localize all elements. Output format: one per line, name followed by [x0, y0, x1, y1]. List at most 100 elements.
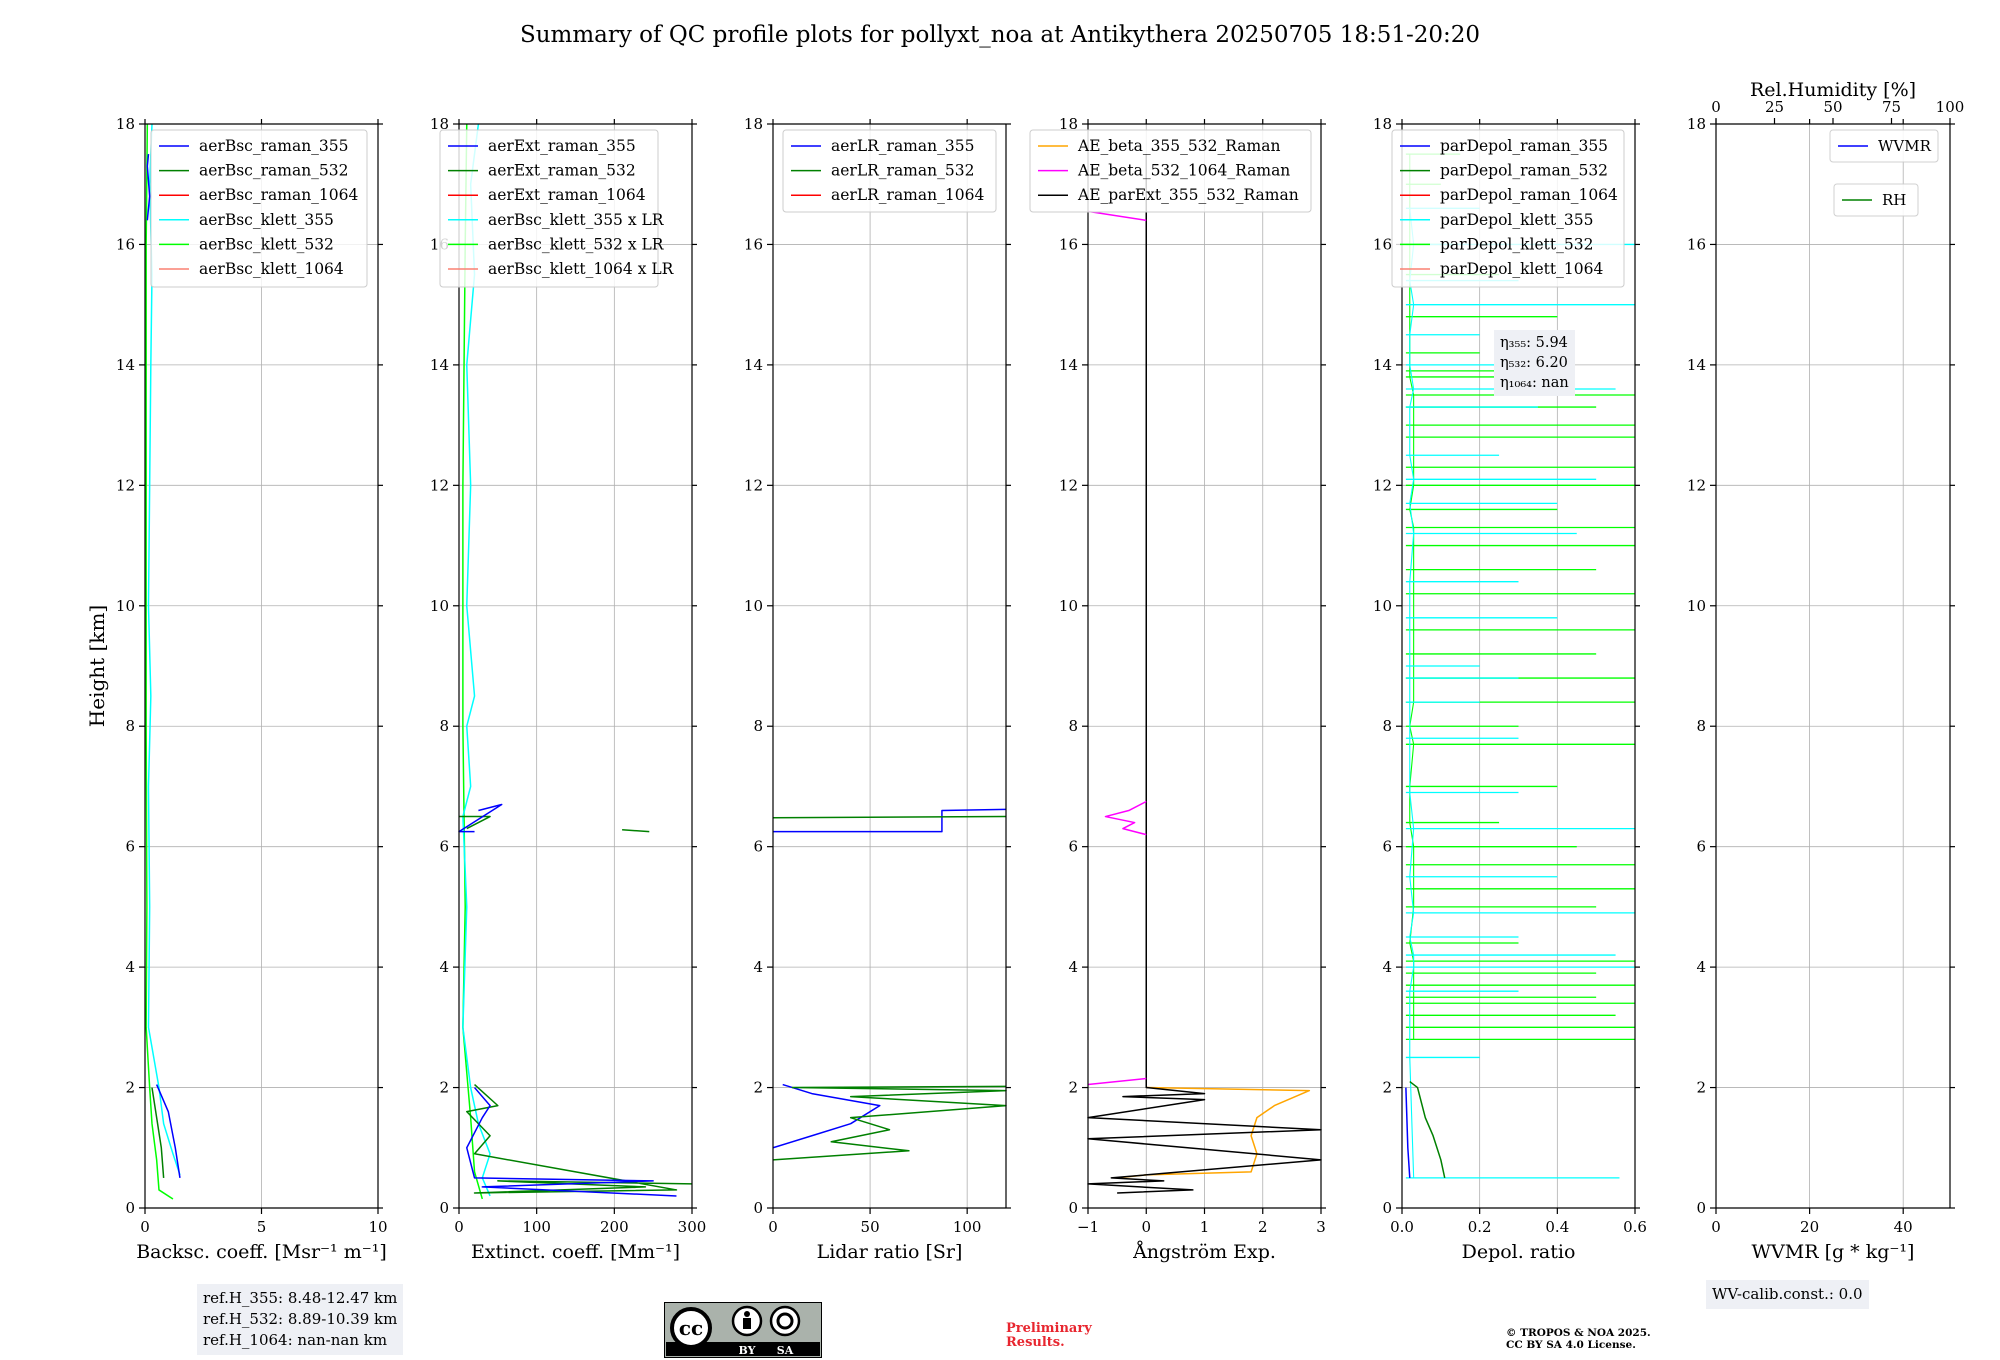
legend-label: AE_beta_532_1064_Raman	[1077, 162, 1290, 180]
cc-by-sa-license-badge[interactable]: cc BY SA	[664, 1302, 822, 1358]
y-tick-label: 2	[1068, 1079, 1078, 1097]
legend-label: aerBsc_klett_355 x LR	[488, 211, 665, 229]
x-tick-label: 10	[368, 1218, 387, 1236]
y-tick-label: 2	[1382, 1079, 1392, 1097]
data-line-cyan	[1409, 208, 1415, 1178]
data-series-aerext-raman-532	[466, 1083, 693, 1194]
panel-depol: 0 2 4 6 8 10 12 14 16 18 0.0 0.2 0.4 0.6 Depol. ratio p…	[1373, 115, 1647, 1263]
y-tick-label: 10	[1687, 597, 1706, 615]
y-tick-label: 14	[1059, 356, 1078, 374]
x-tick-label: 20	[1800, 1218, 1819, 1236]
data-series-aerlr-raman-355-6km	[773, 808, 1007, 833]
eta-532: η₅₃₂: 6.20	[1500, 355, 1568, 371]
x-tick-label: 50	[861, 1218, 880, 1236]
legend-label: parDepol_raman_532	[1440, 162, 1608, 180]
x-axis-label: Backsc. coeff. [Msr⁻¹ m⁻¹]	[136, 1241, 387, 1263]
y-tick-label: 8	[1382, 717, 1392, 735]
x-tick-label: 3	[1316, 1218, 1326, 1236]
legend-ext: aerExt_raman_355 aerExt_raman_532 aerExt_r…	[439, 129, 675, 288]
y-tick-label: 12	[1059, 476, 1078, 494]
top-x-tick-label: 100	[1936, 98, 1965, 116]
y-tick-label: 0	[1696, 1199, 1706, 1217]
legend-label: aerBsc_raman_532	[199, 162, 349, 180]
legend-label: aerExt_raman_355	[488, 137, 636, 155]
y-tick-label: 2	[1696, 1079, 1706, 1097]
copyright-note: © TROPOS & NOA 2025. CC BY SA 4.0 Licens…	[1506, 1327, 1651, 1351]
data-series-aerbsc-raman-355	[155, 1084, 181, 1179]
ref-height-532: ref.H_532: 8.89-10.39 km	[203, 1310, 398, 1328]
y-tick-label: 4	[1068, 958, 1078, 976]
wv-calibration-box: WV-calib.const.: 0.0	[1706, 1280, 1869, 1309]
x-tick-label: 100	[953, 1218, 982, 1236]
sa-share-icon	[769, 1305, 801, 1337]
by-person-head	[744, 1311, 750, 1317]
y-tick-label: 8	[125, 717, 135, 735]
x-axis-label: Extinct. coeff. [Mm⁻¹]	[471, 1241, 680, 1263]
data-series-ae-beta-532-1064-raman-16km	[1087, 210, 1147, 222]
y-tick-label: 0	[753, 1199, 763, 1217]
y-tick-label: 14	[744, 356, 763, 374]
y-tick-label: 4	[1382, 958, 1392, 976]
y-tick-label: 4	[1696, 958, 1706, 976]
x-tick-label: 100	[522, 1218, 551, 1236]
y-tick-label: 6	[1382, 838, 1392, 856]
legend-label: aerExt_raman_532	[488, 162, 636, 180]
preliminary-note: Preliminary Results.	[1006, 1322, 1092, 1350]
y-tick-label: 4	[753, 958, 763, 976]
y-tick-label: 12	[1373, 476, 1392, 494]
y-tick-label: 8	[1068, 717, 1078, 735]
data-series-aerlr-raman-532	[772, 1085, 1007, 1161]
legend-label: aerBsc_klett_355	[199, 211, 334, 229]
legend-label: AE_parExt_355_532_Raman	[1077, 186, 1299, 204]
y-tick-label: 14	[430, 356, 449, 374]
top-x-tick-label: 0	[1711, 98, 1721, 116]
eta-info-box: η₃₅₅: 5.94 η₅₃₂: 6.20 η₁₀₆₄: nan	[1494, 330, 1575, 396]
legend-label: parDepol_klett_1064	[1440, 260, 1603, 278]
copyright-line-2: CC BY SA 4.0 License.	[1506, 1339, 1636, 1351]
y-tick-label: 2	[753, 1079, 763, 1097]
y-tick-label: 2	[439, 1079, 449, 1097]
x-axis-label: Lidar ratio [Sr]	[817, 1241, 963, 1263]
data-series-ae-beta-532-1064-raman	[1087, 1077, 1147, 1086]
legend-box	[1833, 183, 1919, 217]
ref-height-355: ref.H_355: 8.48-12.47 km	[203, 1289, 398, 1307]
y-tick-label: 2	[125, 1079, 135, 1097]
legend-label: aerBsc_klett_532 x LR	[488, 235, 665, 253]
legend-label: aerBsc_raman_355	[199, 137, 349, 155]
legend-box	[1391, 129, 1625, 288]
x-tick-label: 300	[678, 1218, 707, 1236]
legend-label: WVMR	[1878, 137, 1932, 155]
x-tick-label: 0.6	[1623, 1218, 1647, 1236]
y-tick-label: 14	[116, 356, 135, 374]
y-tick-label: 10	[744, 597, 763, 615]
y-tick-label: 16	[1687, 235, 1706, 253]
y-axis-label: Height [km]	[85, 605, 109, 727]
legend-label: RH	[1882, 191, 1906, 209]
data-series-aerbsc-klett-532-x-lr	[462, 123, 484, 1200]
panel-lr: 0 2 4 6 8 10 12 14 16 18 0 50 100 Lidar ratio [Sr] aer…	[744, 115, 1011, 1263]
y-tick-label: 6	[125, 838, 135, 856]
x-tick-label: 0.4	[1545, 1218, 1569, 1236]
data-series-aerext-raman-532-6km-b	[622, 829, 650, 833]
y-tick-label: 16	[744, 235, 763, 253]
data-series-aerbsc-raman-532	[151, 1087, 165, 1178]
y-tick-label: 18	[1059, 115, 1078, 133]
legend-label: aerBsc_klett_1064	[199, 260, 344, 278]
x-axis-label: WVMR [g * kg⁻¹]	[1752, 1241, 1915, 1263]
by-person-body	[743, 1318, 751, 1329]
x-tick-label: 0	[1711, 1218, 1721, 1236]
x-tick-label: 2	[1258, 1218, 1268, 1236]
y-tick-label: 12	[430, 476, 449, 494]
preliminary-line-1: Preliminary	[1006, 1321, 1092, 1336]
y-tick-label: 0	[125, 1199, 135, 1217]
y-tick-label: 18	[1687, 115, 1706, 133]
legend-bsc: aerBsc_raman_355 aerBsc_raman_532 aerBsc_r…	[150, 129, 368, 288]
x-tick-label: 40	[1894, 1218, 1913, 1236]
legend-label: aerLR_raman_355	[831, 137, 974, 155]
top-x-tick-label: 25	[1765, 98, 1784, 116]
eta-355: η₃₅₅: 5.94	[1500, 335, 1568, 351]
ref-height-1064: ref.H_1064: nan-nan km	[203, 1331, 388, 1349]
y-tick-label: 6	[1068, 838, 1078, 856]
